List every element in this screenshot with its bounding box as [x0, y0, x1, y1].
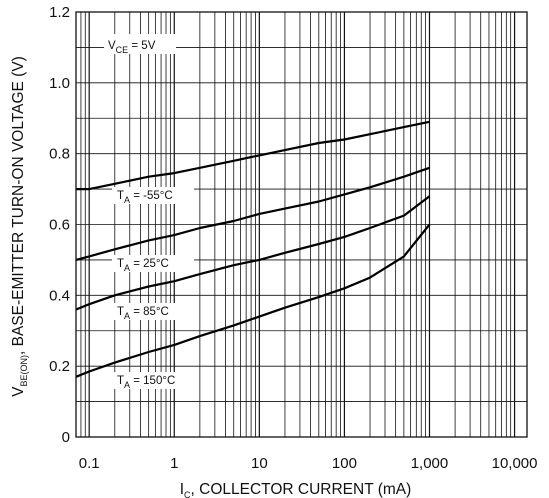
y-tick-label: 0.2	[49, 358, 70, 375]
x-tick-label: 1	[170, 455, 178, 472]
series-label-bg	[112, 303, 194, 320]
series-line-1	[76, 120, 430, 191]
series-label-bg	[112, 372, 194, 389]
y-tick-labels: 0 0.2 0.4 0.6 0.8 1.0 1.2	[49, 4, 70, 446]
curves	[75, 120, 431, 378]
x-tick-label: 10	[251, 455, 268, 472]
y-tick-label: 0	[62, 429, 70, 446]
y-axis-title: VBE(ON), BASE-EMITTER TURN-ON VOLTAGE (V…	[10, 56, 29, 397]
y-tick-label: 1.0	[49, 75, 70, 92]
plot-frame	[75, 11, 528, 438]
y-tick-label: 0.4	[49, 287, 70, 304]
x-tick-label: 10,000	[492, 455, 538, 472]
condition-bg	[104, 34, 176, 54]
series-line-2	[75, 166, 430, 261]
x-tick-label: 100	[332, 455, 357, 472]
series-label-4: TA = 150°C	[117, 375, 175, 390]
series-label-bg	[112, 187, 194, 204]
series-label-1: TA = -55°C	[117, 190, 173, 205]
condition-label: VCE = 5V	[108, 40, 156, 55]
series-line-3	[75, 195, 431, 311]
x-axis-title: IC, COLLECTOR CURRENT (mA)	[180, 481, 412, 498]
series-label-3: TA = 85°C	[117, 306, 169, 321]
y-tick-label: 0.8	[49, 146, 70, 163]
y-tick-label: 1.2	[49, 4, 70, 21]
x-tick-labels: 0.1 1 10 100 1,000 10,000	[79, 455, 538, 472]
y-tick-label: 0.6	[49, 217, 70, 234]
series-label-2: TA = 25°C	[117, 258, 169, 273]
series-line-4	[75, 223, 431, 378]
series-label-bg	[112, 255, 194, 272]
condition-annotation: VCE = 5V	[104, 34, 176, 55]
series-labels: TA = -55°C TA = 25°C TA = 85°C TA = 150°C	[112, 187, 194, 390]
x-tick-label: 1,000	[411, 455, 449, 472]
x-tick-label: 0.1	[79, 455, 100, 472]
